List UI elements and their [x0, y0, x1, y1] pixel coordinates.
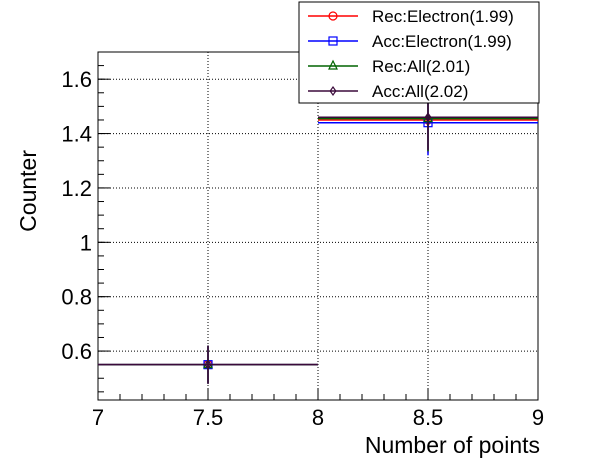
y-tick-label: 0.8 — [61, 285, 92, 310]
x-tick-label: 7.5 — [193, 405, 224, 430]
x-tick-label: 7 — [92, 405, 104, 430]
data-point — [204, 359, 212, 370]
legend-label: Acc:Electron(1.99) — [372, 32, 512, 51]
legend-box — [298, 1, 540, 104]
grid-layer — [98, 52, 538, 400]
series-layer — [98, 84, 538, 384]
legend-label: Rec:Electron(1.99) — [372, 7, 514, 26]
legend-marker — [328, 11, 338, 21]
y-tick-label: 1 — [80, 230, 92, 255]
legend-label: Acc:All(2.02) — [372, 82, 468, 101]
legend-entries: Rec:Electron(1.99) Acc:Electron(1.99) Rec:… — [308, 7, 514, 101]
y-tick-label: 0.6 — [61, 339, 92, 364]
data-point — [424, 112, 432, 123]
y-tick-label: 1.6 — [61, 67, 92, 92]
x-tick-label: 9 — [532, 405, 544, 430]
x-tick-label: 8.5 — [413, 405, 444, 430]
ticks-layer: 7 7.5 8 8.5 9 0.6 0.8 1 1.2 1.4 1.6 — [61, 65, 544, 430]
legend-marker — [328, 59, 338, 70]
y-axis-title: Counter — [15, 150, 41, 232]
legend-marker — [329, 85, 337, 97]
legend-label: Rec:All(2.01) — [372, 57, 470, 76]
x-axis-title: Number of points — [365, 432, 540, 458]
y-tick-label: 1.4 — [61, 122, 92, 147]
y-tick-label: 1.2 — [61, 176, 92, 201]
legend-marker — [328, 36, 338, 46]
legend: Rec:Electron(1.99) Acc:Electron(1.99) Rec:… — [298, 1, 540, 104]
x-tick-label: 8 — [312, 405, 324, 430]
